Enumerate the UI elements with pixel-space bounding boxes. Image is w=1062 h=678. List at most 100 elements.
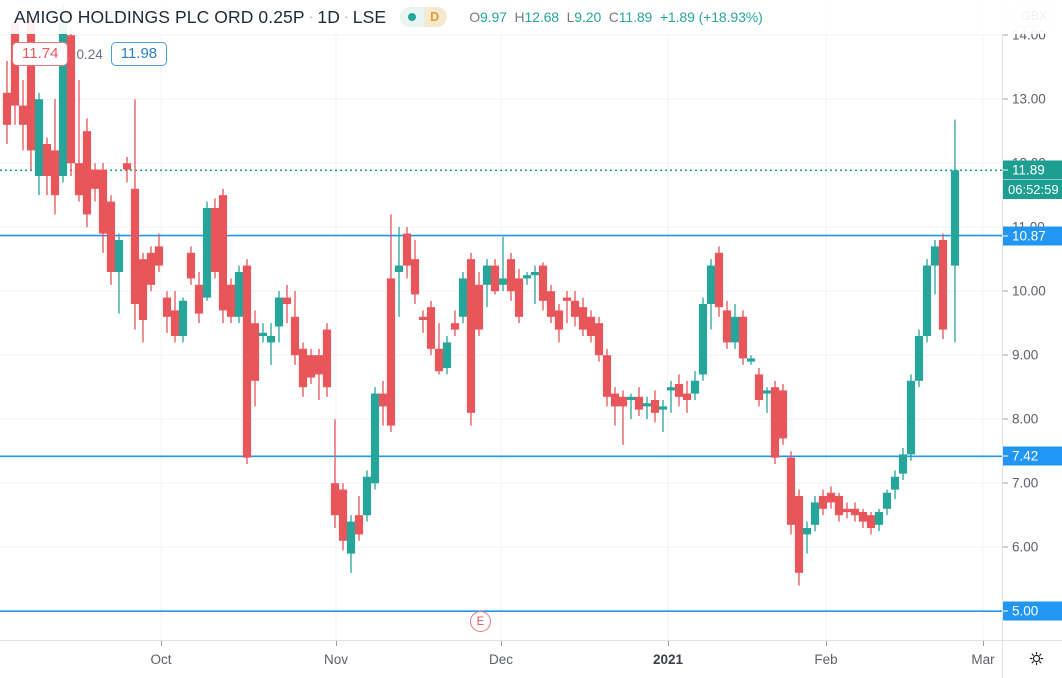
candle[interactable] <box>98 163 108 253</box>
candle[interactable] <box>50 99 60 215</box>
candle[interactable] <box>346 515 356 573</box>
candle[interactable] <box>34 92 44 196</box>
symbol-title[interactable]: AMIGO HOLDINGS PLC ORD 0.25P · 1D · LSE <box>14 7 386 28</box>
interval-label[interactable]: 1D <box>317 6 340 27</box>
candle[interactable] <box>562 291 572 324</box>
candle[interactable] <box>250 310 260 407</box>
time-axis[interactable]: Oct Nov Dec 2021 Feb Mar <box>0 640 1062 678</box>
price-line-badge-1087[interactable]: 10.87 <box>1003 226 1062 246</box>
chart-pane[interactable] <box>0 0 1002 640</box>
candle[interactable] <box>458 272 468 324</box>
candle[interactable] <box>642 396 652 420</box>
candle[interactable] <box>890 470 900 500</box>
indicator-upper-value[interactable]: 11.98 <box>110 42 168 66</box>
candle[interactable] <box>298 342 308 397</box>
candle[interactable] <box>106 195 116 285</box>
candle[interactable] <box>290 291 300 365</box>
candle[interactable] <box>746 355 756 365</box>
candle[interactable] <box>146 246 156 292</box>
candle[interactable] <box>522 272 532 285</box>
candle[interactable] <box>282 284 292 324</box>
candle[interactable] <box>754 368 764 407</box>
candle[interactable] <box>698 297 708 381</box>
candle[interactable] <box>930 240 940 295</box>
candle[interactable] <box>130 99 140 330</box>
candle[interactable] <box>810 496 820 532</box>
candle[interactable] <box>426 300 436 356</box>
candle[interactable] <box>714 246 724 317</box>
candle[interactable] <box>66 28 76 176</box>
candle[interactable] <box>306 348 316 384</box>
candle[interactable] <box>666 380 676 413</box>
candle[interactable] <box>218 188 228 324</box>
candle[interactable] <box>674 374 684 407</box>
candle[interactable] <box>234 265 244 324</box>
candle[interactable] <box>386 214 396 432</box>
candle[interactable] <box>202 201 212 301</box>
candle[interactable] <box>602 348 612 407</box>
candle[interactable] <box>114 233 124 314</box>
candle[interactable] <box>194 272 204 324</box>
candle[interactable] <box>226 278 236 324</box>
candle[interactable] <box>74 80 84 202</box>
candle[interactable] <box>170 291 180 343</box>
candle[interactable] <box>874 508 884 532</box>
candle[interactable] <box>370 387 380 490</box>
candle[interactable] <box>314 348 324 400</box>
candle[interactable] <box>770 380 780 464</box>
candle[interactable] <box>802 521 812 554</box>
candle[interactable] <box>950 119 960 343</box>
candle[interactable] <box>18 80 28 151</box>
candle[interactable] <box>738 310 748 365</box>
interval-badge[interactable]: D <box>400 7 448 27</box>
candle[interactable] <box>258 323 268 343</box>
candle[interactable] <box>362 470 372 522</box>
candle[interactable] <box>322 323 332 397</box>
candle[interactable] <box>498 236 508 292</box>
candle[interactable] <box>154 233 164 272</box>
candle[interactable] <box>514 268 524 324</box>
candle[interactable] <box>594 316 604 362</box>
candle[interactable] <box>394 227 404 317</box>
candle[interactable] <box>138 252 148 343</box>
candle[interactable] <box>618 390 628 445</box>
candle[interactable] <box>690 371 700 400</box>
earnings-marker[interactable]: E <box>470 611 491 632</box>
last-price-badge[interactable]: 11.89 <box>1003 160 1062 180</box>
candle[interactable] <box>866 512 876 535</box>
candle[interactable] <box>482 259 492 308</box>
candle[interactable] <box>682 380 692 413</box>
candle[interactable] <box>578 297 588 336</box>
gear-icon[interactable] <box>1023 645 1049 671</box>
price-line-badge-500[interactable]: 5.00 <box>1003 601 1062 621</box>
candle[interactable] <box>274 291 284 343</box>
candle[interactable] <box>242 259 252 464</box>
candle[interactable] <box>570 291 580 327</box>
candle[interactable] <box>338 483 348 551</box>
candle[interactable] <box>906 374 916 461</box>
candle[interactable] <box>898 448 908 480</box>
candle[interactable] <box>330 419 340 528</box>
candle[interactable] <box>882 489 892 516</box>
indicator-lower-value[interactable]: 11.74 <box>12 42 69 66</box>
candle[interactable] <box>186 246 196 285</box>
candle[interactable] <box>610 387 620 426</box>
candle[interactable] <box>762 387 772 413</box>
price-axis[interactable]: GBX 14.0013.0012.0011.0010.009.008.007.0… <box>1002 0 1062 640</box>
candle[interactable] <box>626 393 636 420</box>
candle[interactable] <box>818 489 828 516</box>
candle[interactable] <box>858 508 868 528</box>
candle[interactable] <box>634 387 644 416</box>
price-line-badge-742[interactable]: 7.42 <box>1003 446 1062 466</box>
candle[interactable] <box>418 310 428 333</box>
candle[interactable] <box>466 252 476 426</box>
candle[interactable] <box>554 304 564 343</box>
candle[interactable] <box>162 291 172 333</box>
candle[interactable] <box>826 486 836 509</box>
candle[interactable] <box>122 156 132 183</box>
candle[interactable] <box>658 400 668 432</box>
candle[interactable] <box>442 336 452 375</box>
candle[interactable] <box>706 259 716 330</box>
candle[interactable] <box>450 310 460 336</box>
candle[interactable] <box>530 265 540 304</box>
